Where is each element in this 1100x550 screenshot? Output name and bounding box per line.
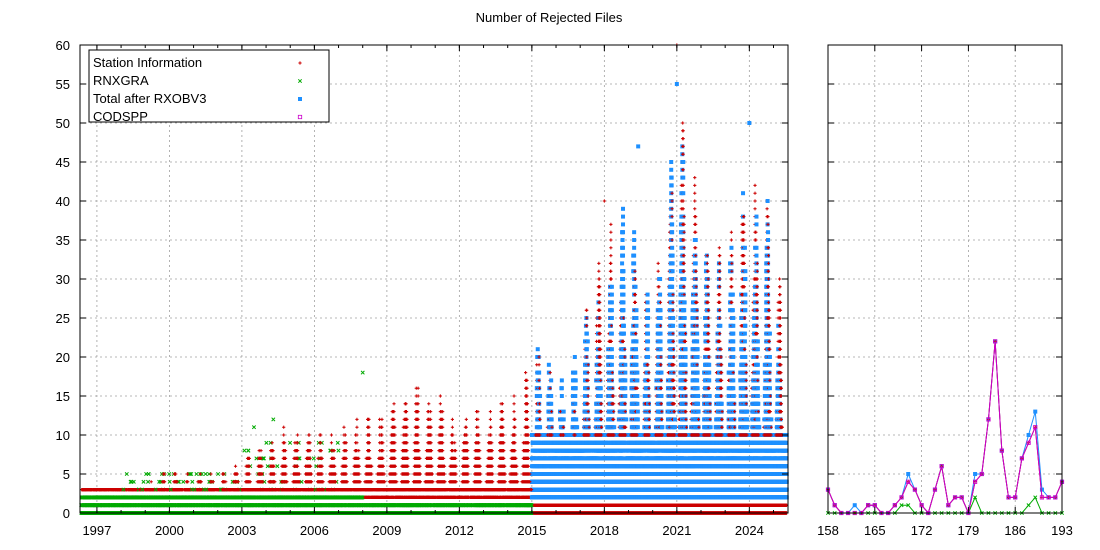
chart-title: Number of Rejected Files <box>476 10 623 25</box>
